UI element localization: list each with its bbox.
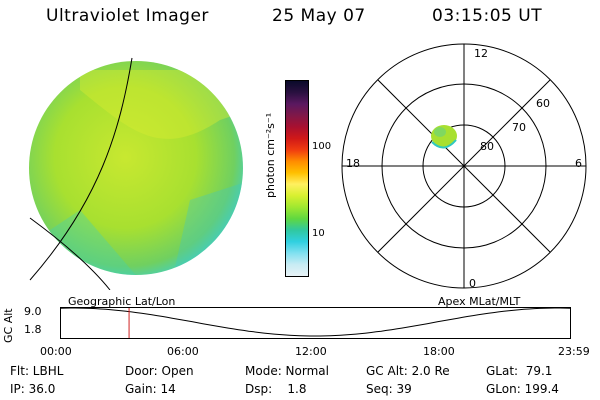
colorbar-tick-100: 100 (312, 141, 332, 152)
mlt-label-18: 18 (346, 157, 360, 170)
polar-plot (341, 43, 587, 289)
info-gc-alt: GC Alt: 2.0 Re (366, 364, 450, 378)
info-door: Door: Open (125, 364, 194, 378)
info-flt: Flt: LBHL (10, 364, 64, 378)
mlat-label-80: 80 (480, 140, 494, 153)
mlat-label-60: 60 (536, 97, 550, 110)
mlt-label-12: 12 (474, 47, 488, 60)
time-label: 03:15:05 UT (432, 6, 543, 26)
info-ip: IP: 36.0 (10, 382, 56, 396)
timeline-x-tick-0600: 06:00 (167, 345, 199, 358)
timeline-x-tick-2359: 23:59 (558, 345, 590, 358)
info-gain: Gain: 14 (125, 382, 176, 396)
timeline-x-tick-0000: 00:00 (40, 345, 72, 358)
uv-disk (29, 61, 243, 275)
geo-coords-label: Geographic Lat/Lon (68, 295, 176, 308)
colorbar-tick-10: 10 (312, 228, 325, 239)
aurora-blob (431, 125, 457, 149)
geo-latitude-line (29, 217, 111, 290)
colorbar (285, 80, 309, 277)
info-mode: Mode: Normal (245, 364, 329, 378)
uv-image-panel (29, 57, 243, 290)
mlt-label-6: 6 (575, 157, 582, 170)
timeline-y-tick-1-8: 1.8 (24, 323, 42, 336)
timeline-plot (60, 307, 571, 339)
mlt-label-0: 0 (469, 277, 476, 290)
info-glat: GLat: 79.1 (486, 364, 553, 378)
timeline-x-tick-1800: 18:00 (423, 345, 455, 358)
mlat-label-70: 70 (512, 121, 526, 134)
geo-longitude-line (29, 57, 133, 281)
info-dsp: Dsp: 1.8 (245, 382, 307, 396)
instrument-title: Ultraviolet Imager (46, 6, 209, 26)
colorbar-unit-label: photon cm⁻²s⁻¹ (264, 112, 277, 198)
timeline-y-axis-label: GC Alt (2, 308, 15, 343)
date-label: 25 May 07 (272, 6, 366, 26)
timeline-y-tick-9: 9.0 (24, 305, 42, 318)
apex-coords-label: Apex MLat/MLT (438, 295, 521, 308)
timeline-x-tick-1200: 12:00 (295, 345, 327, 358)
info-seq: Seq: 39 (366, 382, 412, 396)
altitude-curve (60, 307, 571, 337)
info-glon: GLon: 199.4 (486, 382, 559, 396)
